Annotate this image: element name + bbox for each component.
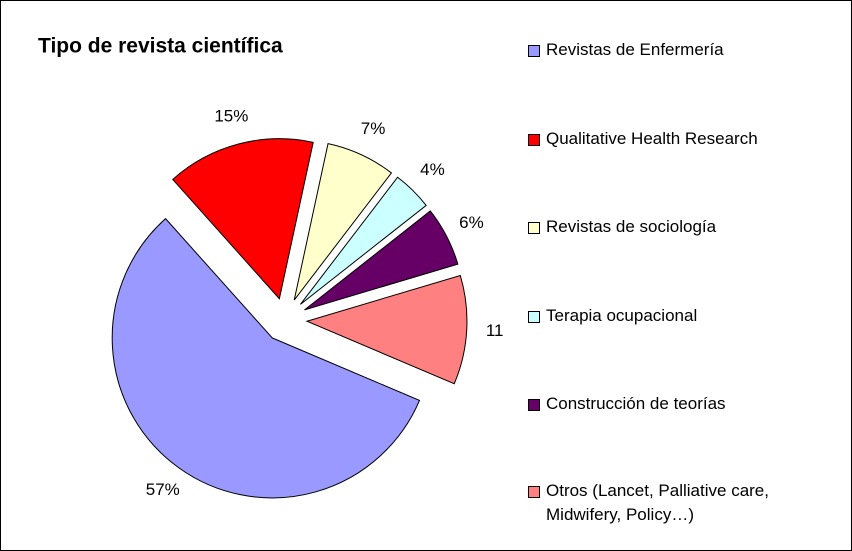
pie-slice: [111, 217, 421, 499]
legend-label: Terapia ocupacional: [546, 306, 698, 325]
legend-swatch: [528, 45, 540, 57]
data-label: 57%: [146, 480, 180, 499]
legend-item: Otros (Lancet, Palliative care, Midwifer…: [528, 479, 840, 527]
legend-label: Revistas de sociología: [546, 217, 717, 236]
pie-slice: [293, 143, 393, 301]
data-label: 11: [486, 321, 504, 340]
legend-label: Construcción de teorías: [546, 394, 726, 413]
data-label: 15%: [214, 106, 248, 125]
legend-swatch: [528, 134, 540, 146]
legend-swatch: [528, 399, 540, 411]
pie-slice: [172, 138, 314, 300]
data-label: 7%: [361, 119, 386, 138]
pie-slice: [300, 176, 427, 305]
legend-swatch: [528, 486, 540, 498]
legend-label: Otros (Lancet, Palliative care, Midwifer…: [546, 481, 769, 524]
pie-slice: [304, 210, 459, 311]
legend-item: Construcción de teorías: [528, 392, 840, 416]
pie-slice: [305, 274, 468, 385]
legend-item: Revistas de Enfermería: [528, 38, 840, 62]
legend-item: Revistas de sociología: [528, 215, 840, 239]
data-label: 6%: [459, 213, 484, 232]
chart-title: Tipo de revista científica: [38, 35, 283, 58]
legend-label: Qualitative Health Research: [546, 129, 758, 148]
legend-swatch: [528, 222, 540, 234]
legend-swatch: [528, 311, 540, 323]
data-label: 4%: [420, 160, 445, 179]
legend-item: Qualitative Health Research: [528, 127, 840, 151]
legend-item: Terapia ocupacional: [528, 304, 840, 328]
legend-label: Revistas de Enfermería: [546, 40, 724, 59]
